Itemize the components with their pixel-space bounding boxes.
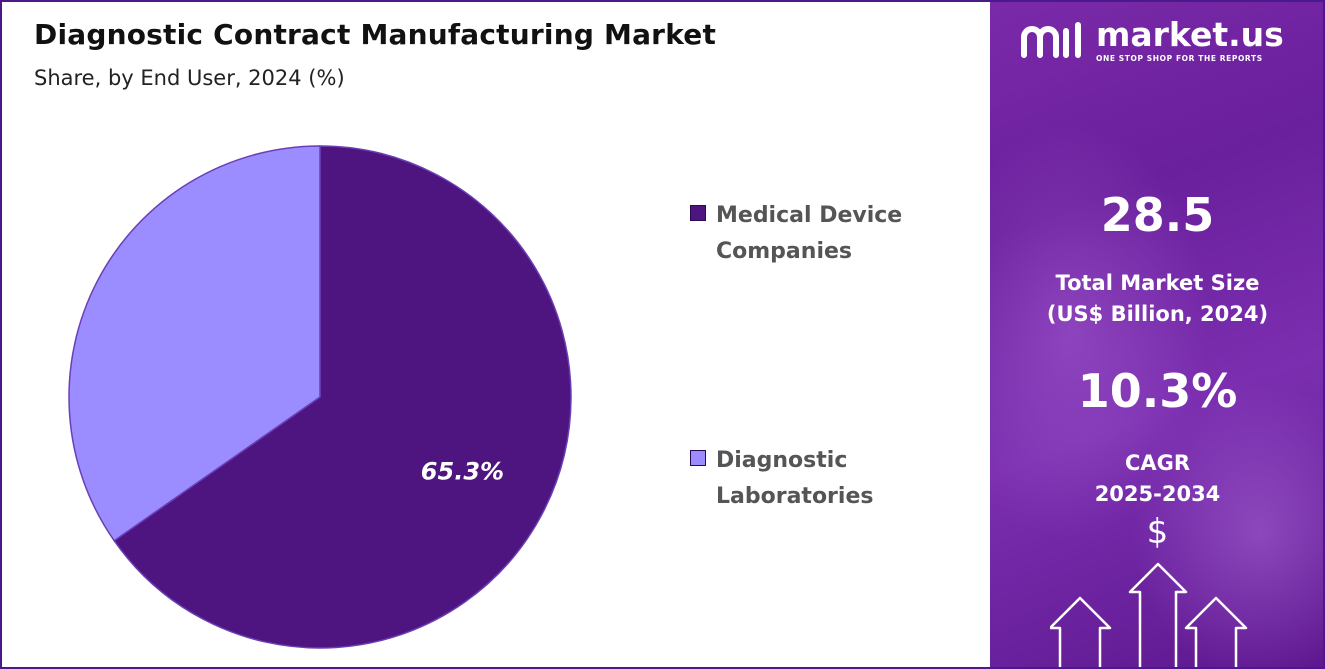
pie-slice-medical-device-companies	[113, 145, 572, 649]
market-us-logo-icon	[1021, 21, 1081, 58]
chart-subtitle: Share, by End User, 2024 (%)	[34, 66, 345, 90]
legend-label: Diagnostic Laboratories	[716, 448, 874, 509]
cagr-label-line2: 2025-2034	[1094, 482, 1221, 506]
legend-swatch	[690, 450, 706, 466]
growth-arrows-icon	[1050, 562, 1248, 667]
brand-name: market.us	[1096, 15, 1284, 54]
cagr-value: 10.3%	[1077, 364, 1238, 418]
market-size-label-line2: (US$ Billion, 2024)	[1046, 302, 1269, 326]
chart-title: Diagnostic Contract Manufacturing Market	[34, 18, 717, 51]
pie-chart: 65.3%	[68, 145, 572, 649]
legend-label: Medical Device Companies	[716, 203, 903, 264]
pie-data-label: 65.3%	[421, 457, 504, 485]
pie-slice-diagnostic-laboratories	[68, 145, 321, 542]
cagr-label-line1: CAGR	[1124, 451, 1191, 475]
legend-item-medical-device-companies: Medical Device Companies	[690, 198, 946, 270]
market-size-value: 28.5	[1100, 188, 1215, 242]
legend-item-diagnostic-laboratories: Diagnostic Laboratories	[690, 443, 946, 515]
legend-swatch	[690, 205, 706, 221]
stats-panel: market.us ONE STOP SHOP FOR THE REPORTS …	[990, 2, 1323, 667]
brand-logo: market.us ONE STOP SHOP FOR THE REPORTS	[1020, 18, 1284, 63]
market-size-label-line1: Total Market Size	[1055, 271, 1260, 295]
dollar-icon: $	[1146, 512, 1169, 552]
brand-tagline: ONE STOP SHOP FOR THE REPORTS	[1096, 54, 1263, 63]
